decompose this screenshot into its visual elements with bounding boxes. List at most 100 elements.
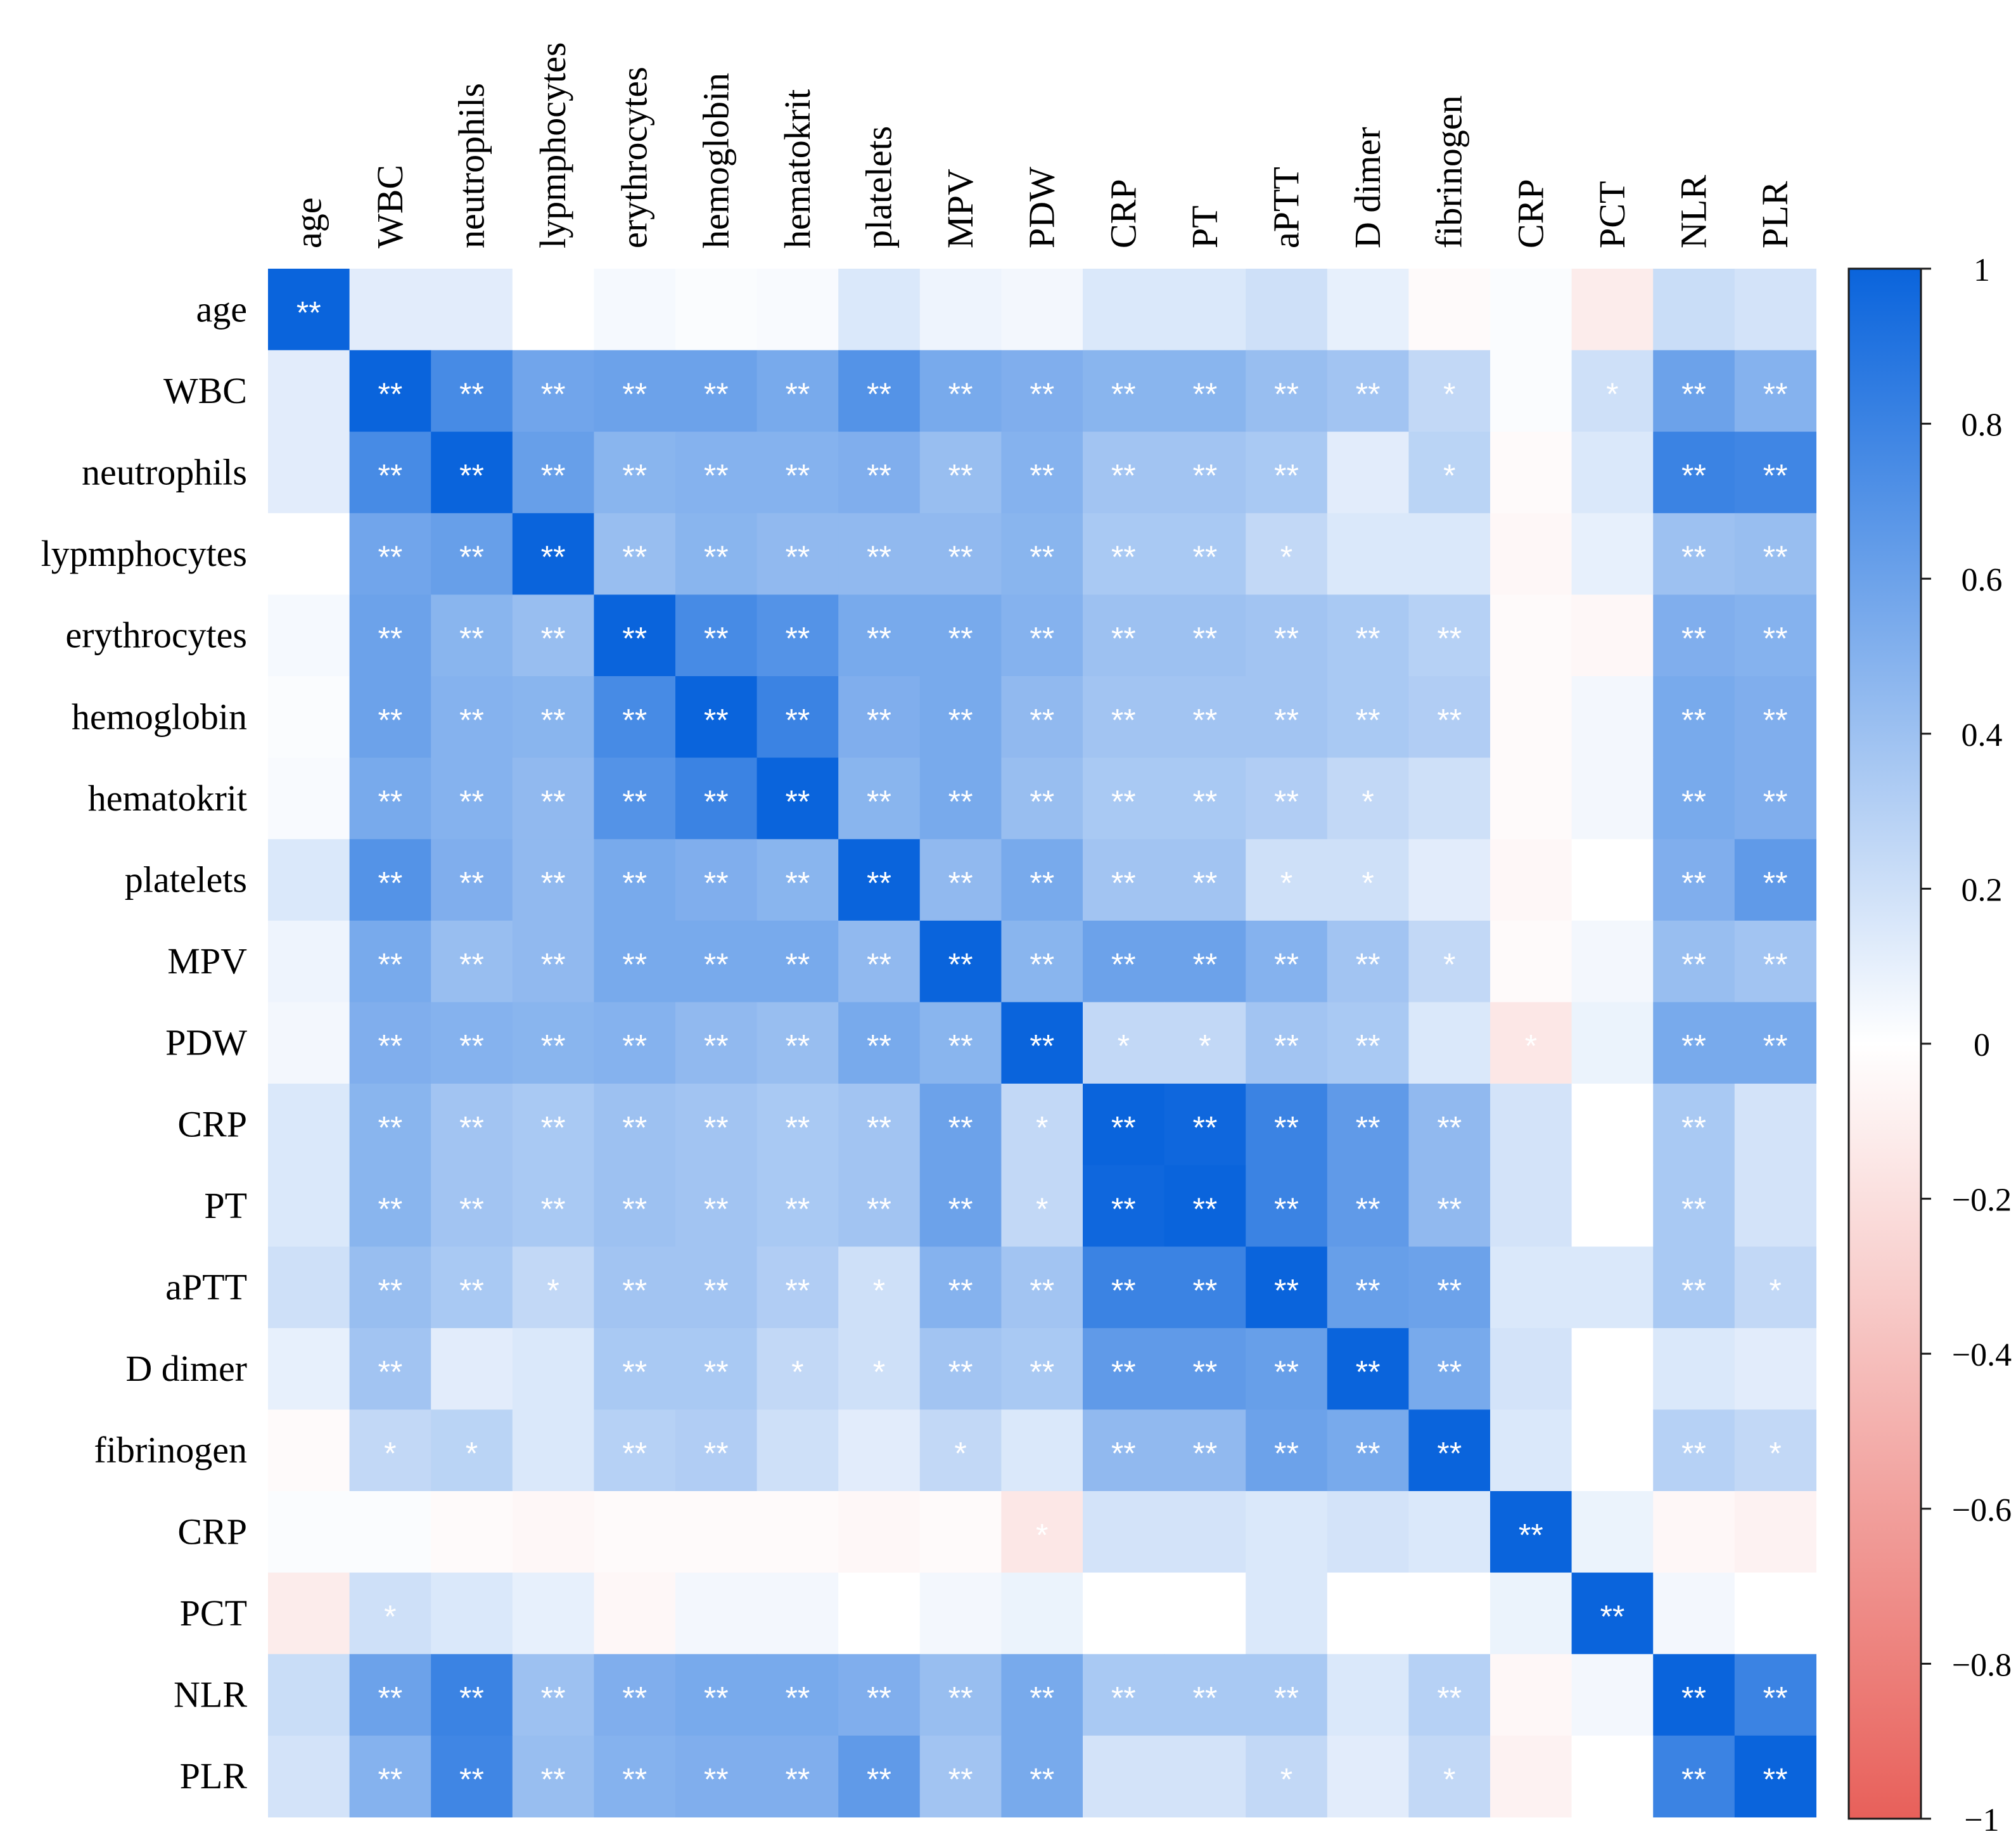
heatmap-cell: [675, 513, 758, 595]
significance-marker: **: [948, 539, 973, 575]
column-label: NLR: [1673, 175, 1714, 248]
heatmap-cell: [1246, 1246, 1328, 1329]
significance-marker: **: [1681, 1191, 1706, 1227]
heatmap-cell: [756, 1002, 839, 1084]
significance-marker: **: [867, 539, 891, 575]
colorbar-tick-label: 0: [1974, 1027, 1990, 1063]
heatmap-cell: [838, 839, 921, 921]
heatmap-cell: [756, 1084, 839, 1166]
significance-marker: **: [1437, 1273, 1462, 1309]
significance-marker: **: [948, 1110, 973, 1145]
significance-marker: *: [1443, 947, 1455, 982]
significance-marker: **: [1030, 621, 1054, 657]
heatmap-cell: [1246, 1491, 1328, 1573]
heatmap-cell: [1083, 1409, 1165, 1492]
heatmap-cell: [1490, 513, 1573, 595]
significance-marker: **: [1437, 1191, 1462, 1227]
heatmap-cell: [1001, 1002, 1083, 1084]
significance-marker: **: [867, 458, 891, 494]
significance-marker: **: [1192, 1354, 1217, 1390]
significance-marker: **: [378, 1191, 402, 1227]
row-label: CRP: [177, 1103, 247, 1144]
significance-marker: **: [1356, 702, 1381, 738]
significance-marker: **: [704, 1762, 729, 1797]
heatmap-cell: [1408, 350, 1491, 432]
significance-marker: **: [378, 539, 402, 575]
significance-marker: **: [1274, 1110, 1299, 1145]
significance-marker: **: [1192, 539, 1217, 575]
heatmap-cell: [512, 1328, 594, 1410]
significance-marker: **: [1763, 1762, 1788, 1797]
heatmap-cell: [1571, 1654, 1654, 1736]
row-label: PLR: [180, 1755, 248, 1797]
heatmap-cell: [1408, 1246, 1491, 1329]
heatmap-cell: [1408, 1328, 1491, 1410]
heatmap-cell: [431, 594, 513, 677]
heatmap-cell: [349, 1654, 431, 1736]
heatmap-cell: [838, 757, 921, 840]
row-label: NLR: [174, 1674, 247, 1715]
heatmap-cell: [1327, 1165, 1409, 1247]
significance-marker: **: [785, 621, 810, 657]
heatmap-cell: [1327, 1328, 1409, 1410]
heatmap-cell: [756, 676, 839, 759]
heatmap-cell: [1408, 1654, 1491, 1736]
heatmap-cell: [594, 676, 676, 759]
heatmap-cell: [1571, 1491, 1654, 1573]
heatmap-cell: [1490, 1572, 1573, 1655]
heatmap-cell: [1164, 920, 1246, 1003]
column-label: CRP: [1102, 179, 1144, 248]
heatmap-cell: [349, 1491, 431, 1573]
significance-marker: **: [622, 784, 647, 819]
heatmap-cell: [1164, 1246, 1246, 1329]
heatmap-cell: [594, 920, 676, 1003]
heatmap-cell: [1327, 757, 1409, 840]
heatmap-cell: [349, 1165, 431, 1247]
significance-marker: **: [704, 866, 729, 901]
heatmap-cell: [1001, 1735, 1083, 1817]
heatmap-cell: [1571, 1165, 1654, 1247]
significance-marker: *: [384, 1599, 396, 1634]
significance-marker: **: [704, 1436, 729, 1471]
significance-marker: **: [1192, 458, 1217, 494]
significance-marker: **: [459, 1681, 484, 1716]
heatmap-cell: [1164, 1491, 1246, 1573]
heatmap-cell: [1083, 757, 1165, 840]
significance-marker: *: [1769, 1436, 1781, 1471]
heatmap-cell: [268, 1246, 350, 1329]
significance-marker: **: [704, 1273, 729, 1309]
heatmap-cell: [919, 1572, 1002, 1655]
significance-marker: **: [459, 1110, 484, 1145]
significance-marker: **: [622, 1110, 647, 1145]
significance-marker: **: [1763, 784, 1788, 819]
heatmap-cell: [512, 269, 594, 351]
heatmap-cell: [512, 676, 594, 759]
heatmap-cell: [1408, 676, 1491, 759]
significance-marker: **: [704, 376, 729, 412]
heatmap-cell: [1571, 432, 1654, 514]
heatmap-cell: [1327, 676, 1409, 759]
heatmap-cell: [1164, 1409, 1246, 1492]
heatmap-cell: [1327, 594, 1409, 677]
colorbar: 1 0.8 0.6 0.4 0.2 0 −0.2 −0.4 −0.6 −0.8 −1: [1847, 252, 2012, 1838]
heatmap-cell: [1327, 513, 1409, 595]
heatmap-cell: [919, 1735, 1002, 1817]
significance-marker: **: [867, 702, 891, 738]
significance-marker: *: [1362, 784, 1374, 819]
significance-marker: **: [1356, 1191, 1381, 1227]
heatmap-cell: [1490, 1654, 1573, 1736]
heatmap-cell: [1164, 1328, 1246, 1410]
heatmap-cell: [838, 594, 921, 677]
heatmap-cell: [431, 350, 513, 432]
significance-marker: **: [1111, 1110, 1136, 1145]
significance-marker: **: [541, 1762, 566, 1797]
significance-marker: **: [378, 1681, 402, 1716]
significance-marker: **: [378, 866, 402, 901]
significance-marker: **: [1763, 947, 1788, 982]
significance-marker: **: [704, 1191, 729, 1227]
significance-marker: **: [867, 866, 891, 901]
significance-marker: **: [948, 1681, 973, 1716]
heatmap-cell: [349, 513, 431, 595]
significance-marker: **: [1111, 621, 1136, 657]
heatmap-cell: [1001, 513, 1083, 595]
